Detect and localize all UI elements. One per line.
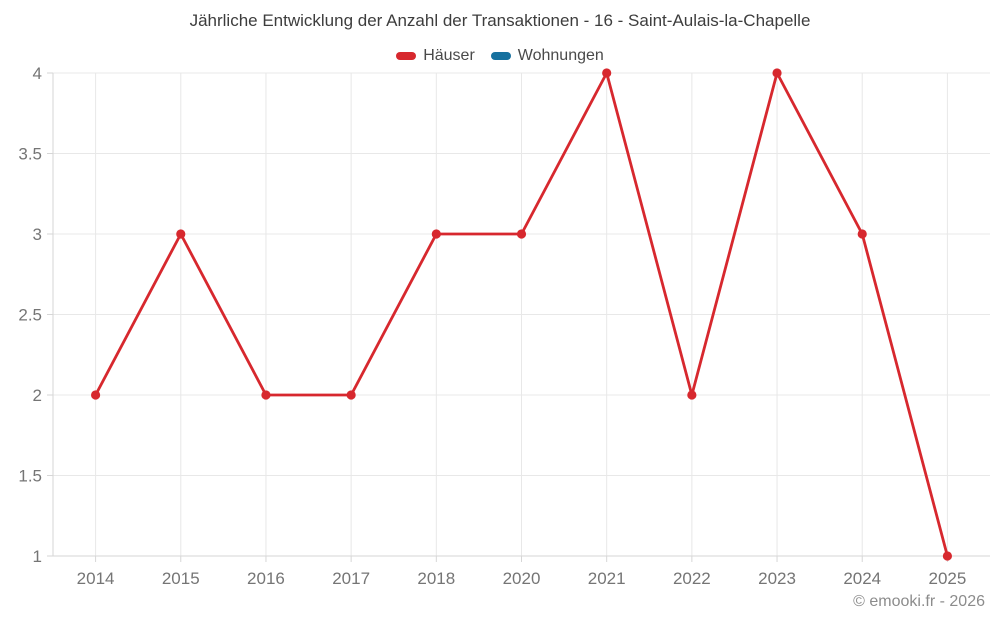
svg-text:2025: 2025: [928, 569, 966, 588]
svg-text:2020: 2020: [503, 569, 541, 588]
svg-text:2024: 2024: [843, 569, 881, 588]
svg-text:4: 4: [33, 64, 42, 83]
legend-item-hauser[interactable]: Häuser: [396, 47, 475, 65]
svg-text:2.5: 2.5: [18, 306, 42, 325]
svg-text:2023: 2023: [758, 569, 796, 588]
chart-title: Jährliche Entwicklung der Anzahl der Tra…: [189, 11, 811, 30]
wohnungen-series-swatch-icon: [490, 52, 511, 60]
svg-text:2015: 2015: [162, 569, 200, 588]
svg-text:1.5: 1.5: [18, 467, 42, 486]
svg-text:3: 3: [33, 225, 42, 244]
svg-text:3.5: 3.5: [18, 145, 42, 164]
legend-label-hauser: Häuser: [423, 47, 475, 64]
copyright-text: © emooki.fr - 2026: [853, 593, 985, 610]
svg-text:2018: 2018: [417, 569, 455, 588]
svg-text:1: 1: [33, 547, 42, 566]
svg-text:2017: 2017: [332, 569, 370, 588]
legend-item-wohnungen[interactable]: Wohnungen: [490, 47, 604, 65]
svg-text:2016: 2016: [247, 569, 285, 588]
svg-text:2022: 2022: [673, 569, 711, 588]
legend-label-wohnungen: Wohnungen: [517, 47, 604, 64]
svg-text:2: 2: [33, 386, 42, 405]
hauser-series-swatch-icon: [396, 52, 417, 60]
svg-text:2021: 2021: [588, 569, 626, 588]
svg-text:2014: 2014: [77, 569, 115, 588]
legend: Häuser Wohnungen: [0, 47, 1000, 65]
